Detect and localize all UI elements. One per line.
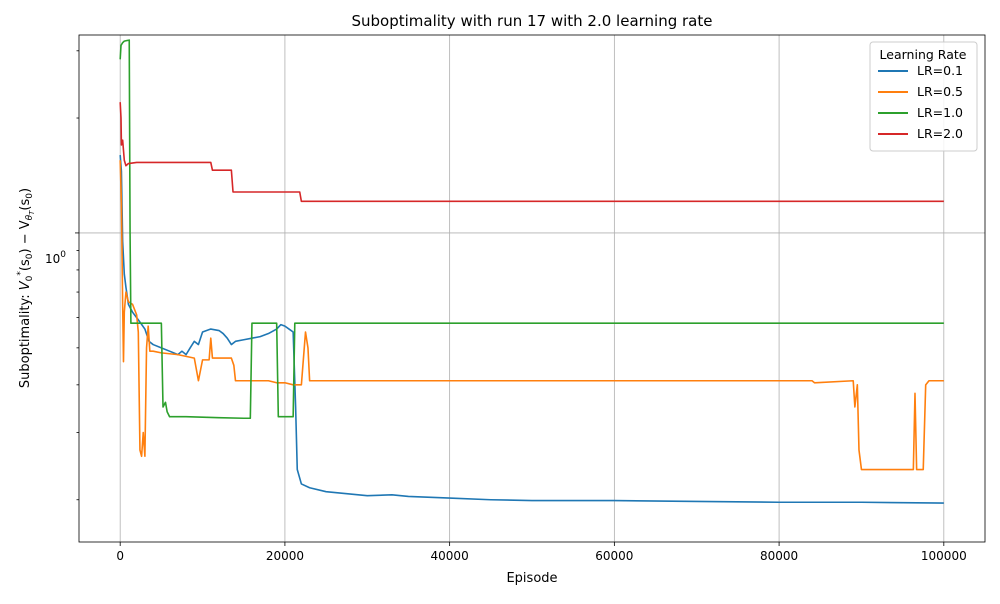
legend-label: LR=0.5 bbox=[917, 84, 963, 99]
legend-label: LR=2.0 bbox=[917, 126, 963, 141]
legend-label: LR=0.1 bbox=[917, 63, 963, 78]
series-line-lr-0-1 bbox=[119, 154, 944, 504]
y-axis-label-prefix: Suboptimality: bbox=[18, 290, 33, 388]
x-tick-label: 20000 bbox=[266, 549, 304, 563]
y-axis-label-close-b: ) bbox=[18, 188, 33, 193]
y-tick-label-base: 10 bbox=[45, 252, 60, 266]
y-axis-label-close-a: ) bbox=[18, 248, 33, 253]
chart-title: Suboptimality with run 17 with 2.0 learn… bbox=[351, 12, 712, 30]
series-line-lr-1-0 bbox=[119, 39, 944, 420]
legend-items: LR=0.1 LR=0.5 LR=1.0 LR=2.0 bbox=[878, 63, 963, 141]
y-tick-label-1: 100 bbox=[45, 250, 66, 266]
series-layer bbox=[119, 39, 944, 504]
y-axis-label-s0a: (s bbox=[18, 259, 33, 271]
y-axis-label-theta-sub: T bbox=[28, 210, 36, 215]
axis-ticks: 0 20000 40000 60000 80000 100000 bbox=[75, 50, 967, 563]
y-axis-label-sub0: 0 bbox=[25, 275, 35, 281]
series-line-lr-0-5 bbox=[119, 160, 944, 471]
legend-label: LR=1.0 bbox=[917, 105, 963, 120]
y-axis-label-star: * bbox=[16, 271, 26, 276]
y-axis-label-minus-v: − V bbox=[18, 220, 33, 248]
legend-box bbox=[869, 41, 978, 152]
x-tick-label: 40000 bbox=[431, 549, 469, 563]
y-axis-label-theta: θ bbox=[25, 214, 35, 220]
x-tick-label: 100000 bbox=[921, 549, 967, 563]
legend-title: Learning Rate bbox=[880, 47, 967, 62]
x-axis-label: Episode bbox=[506, 571, 557, 586]
x-tick-label: 60000 bbox=[595, 549, 633, 563]
y-axis-label-s0b-sub: 0 bbox=[25, 193, 35, 199]
plot-frame bbox=[78, 34, 986, 543]
y-axis-label-v1: V bbox=[18, 280, 33, 290]
y-axis-label-s0b: (s bbox=[18, 198, 33, 210]
y-axis-label: Suboptimality: V0*(s0) − VθT(s0) bbox=[16, 188, 36, 388]
y-axis-label-s0a-sub: 0 bbox=[25, 253, 35, 259]
series-line-lr-2-0 bbox=[119, 102, 944, 203]
legend: Learning Rate LR=0.1 LR=0.5 LR=1.0 LR=2.0 bbox=[869, 41, 978, 152]
x-tick-label: 80000 bbox=[760, 549, 798, 563]
x-tick-label: 0 bbox=[116, 549, 124, 563]
y-tick-label-exp: 0 bbox=[60, 250, 66, 260]
